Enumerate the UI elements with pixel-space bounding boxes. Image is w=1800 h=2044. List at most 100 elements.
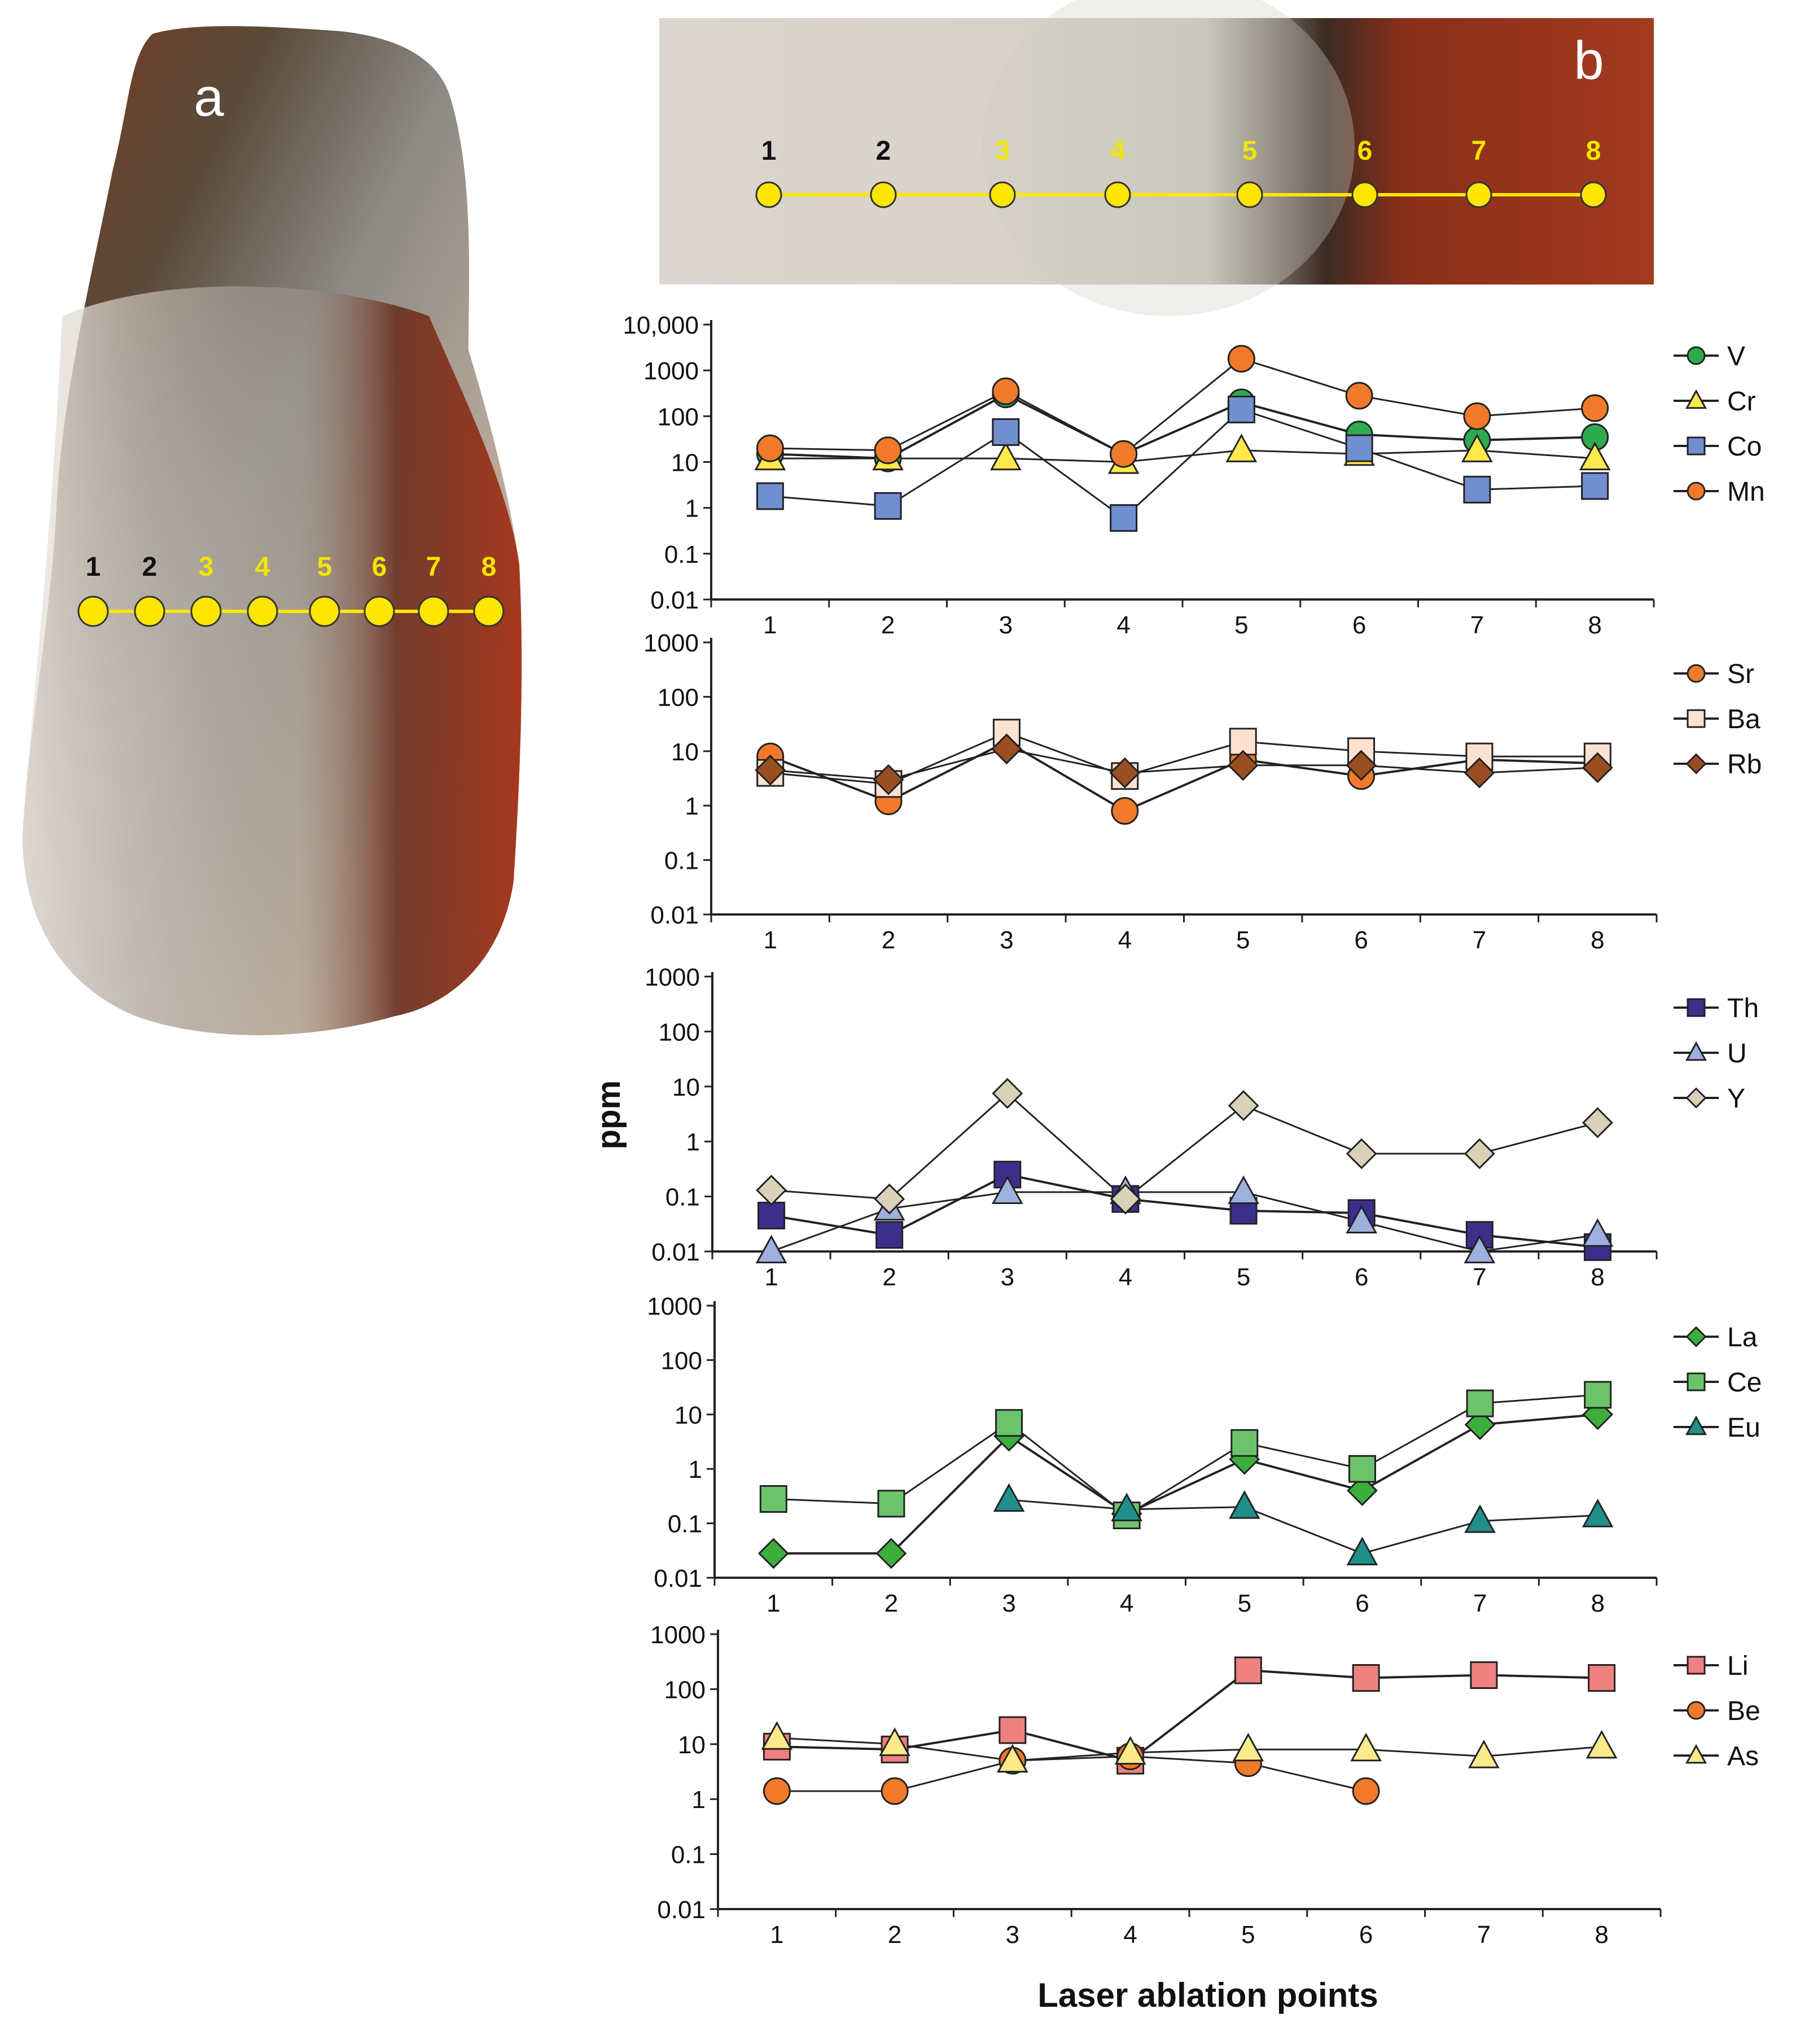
data-point <box>1346 1205 1378 1234</box>
legend-item-U: U <box>1674 1039 1747 1069</box>
x-tick-label: 5 <box>1241 1921 1255 1949</box>
data-point <box>1582 1498 1614 1527</box>
data-point <box>1466 1389 1494 1417</box>
data-point <box>1350 1732 1382 1762</box>
data-point <box>1464 1138 1495 1170</box>
photo-b-ablation-points: 1 2 3 4 5 6 7 8 <box>755 136 1607 208</box>
data-point <box>881 1777 909 1805</box>
data-point <box>997 1744 1028 1773</box>
chart-panel-2: 1000 100 10 1 0.1 0.01 1 2 3 4 5 6 7 8 Sr Ba Rb <box>643 629 1762 954</box>
ablation-point-marker <box>1351 181 1378 208</box>
y-tick-label: 0.01 <box>650 586 699 614</box>
x-tick-label: 7 <box>1470 611 1484 639</box>
x-tick-label: 6 <box>1355 1263 1368 1291</box>
legend-item-Li: Li <box>1674 1651 1748 1681</box>
y-tick-label: 1000 <box>650 1621 706 1649</box>
y-tick-label: 0.01 <box>650 901 699 929</box>
data-point <box>991 1175 1023 1204</box>
specimen-b-image <box>659 18 1654 285</box>
data-point <box>1225 434 1258 462</box>
data-point <box>1685 1087 1707 1109</box>
data-point <box>1232 1732 1264 1762</box>
x-tick-label: 8 <box>1588 611 1601 639</box>
ablation-point-marker <box>77 596 109 627</box>
data-point <box>875 1221 904 1249</box>
ablation-point-marker <box>473 596 505 627</box>
ablation-point-marker <box>363 596 395 627</box>
data-point <box>1581 472 1609 500</box>
panel-label-b: b <box>1574 30 1604 91</box>
y-tick-label: 10 <box>675 1402 702 1429</box>
ablation-point-label: 7 <box>1471 136 1487 166</box>
data-point <box>1685 753 1707 774</box>
series-line-Rb <box>770 748 1598 781</box>
data-point <box>995 1409 1023 1437</box>
legend-label: Rb <box>1727 750 1762 780</box>
series-line-As <box>777 1737 1602 1762</box>
data-point <box>992 1078 1023 1109</box>
legend-item-V: V <box>1674 342 1745 371</box>
data-point <box>1582 752 1613 784</box>
x-tick-label: 2 <box>881 611 895 639</box>
data-point <box>1463 402 1491 430</box>
data-point <box>991 733 1022 765</box>
x-tick-label: 1 <box>767 1590 780 1617</box>
legend-label: Mn <box>1727 477 1765 507</box>
x-tick-label: 8 <box>1595 1921 1608 1949</box>
ablation-point-label: 5 <box>317 552 332 582</box>
data-point <box>1687 709 1706 728</box>
series-line-U <box>771 1191 1598 1253</box>
legend-item-Sr: Sr <box>1674 659 1754 689</box>
data-point <box>1346 1138 1377 1170</box>
y-tick-label: 1 <box>685 495 699 523</box>
legend-label: Li <box>1727 1651 1748 1681</box>
x-tick-label: 3 <box>1000 926 1013 954</box>
series-line-Mn <box>770 357 1595 455</box>
data-point <box>1687 998 1706 1017</box>
x-tick-label: 4 <box>1120 1590 1133 1617</box>
data-point <box>1687 1656 1706 1675</box>
legend-label: Ba <box>1727 704 1760 734</box>
ablation-point-marker <box>1465 181 1492 208</box>
x-tick-label: 4 <box>1123 1921 1137 1949</box>
legend-item-Y: Y <box>1674 1084 1745 1114</box>
data-point <box>1345 434 1373 462</box>
ablation-point-label: 7 <box>426 552 441 582</box>
ablation-point-marker <box>190 596 222 627</box>
ablation-point-label: 1 <box>761 136 777 166</box>
data-point <box>1687 346 1706 365</box>
data-point <box>1579 441 1611 471</box>
x-axis-title: Laser ablation points <box>1037 1976 1378 2014</box>
data-point <box>1348 1455 1376 1483</box>
ablation-point-marker <box>755 181 782 208</box>
series-line-V <box>770 393 1595 460</box>
y-tick-label: 10 <box>671 738 699 766</box>
ablation-point-label: 1 <box>86 552 101 582</box>
x-tick-label: 1 <box>763 926 777 954</box>
data-point <box>1464 1409 1496 1441</box>
x-tick-label: 7 <box>1473 1590 1487 1617</box>
ablation-point-label: 3 <box>199 552 214 582</box>
y-tick-label: 1000 <box>643 629 699 657</box>
y-axis-title: ppm <box>590 1080 627 1149</box>
series-markers-Be <box>763 1742 1380 1805</box>
y-tick-label: 10 <box>678 1731 706 1759</box>
data-point <box>1110 440 1138 468</box>
x-tick-label: 2 <box>882 1263 896 1291</box>
x-tick-label: 2 <box>882 926 895 954</box>
series-line-Y <box>771 1092 1598 1201</box>
legend-label: Ce <box>1727 1368 1762 1398</box>
legend-label: Be <box>1727 1696 1760 1726</box>
legend-label: V <box>1727 342 1745 371</box>
data-point <box>1230 1429 1259 1457</box>
ablation-point-marker <box>247 596 278 627</box>
data-point <box>1234 1656 1262 1684</box>
x-tick-label: 4 <box>1116 611 1130 639</box>
ablation-point-marker <box>309 596 340 627</box>
data-point <box>1352 1777 1380 1805</box>
x-tick-label: 6 <box>1355 1590 1369 1617</box>
data-point <box>1581 394 1609 422</box>
x-tick-label: 7 <box>1473 1263 1486 1291</box>
data-point <box>761 1721 793 1750</box>
photo-b: b 1 2 3 4 5 6 7 8 <box>659 0 1654 316</box>
